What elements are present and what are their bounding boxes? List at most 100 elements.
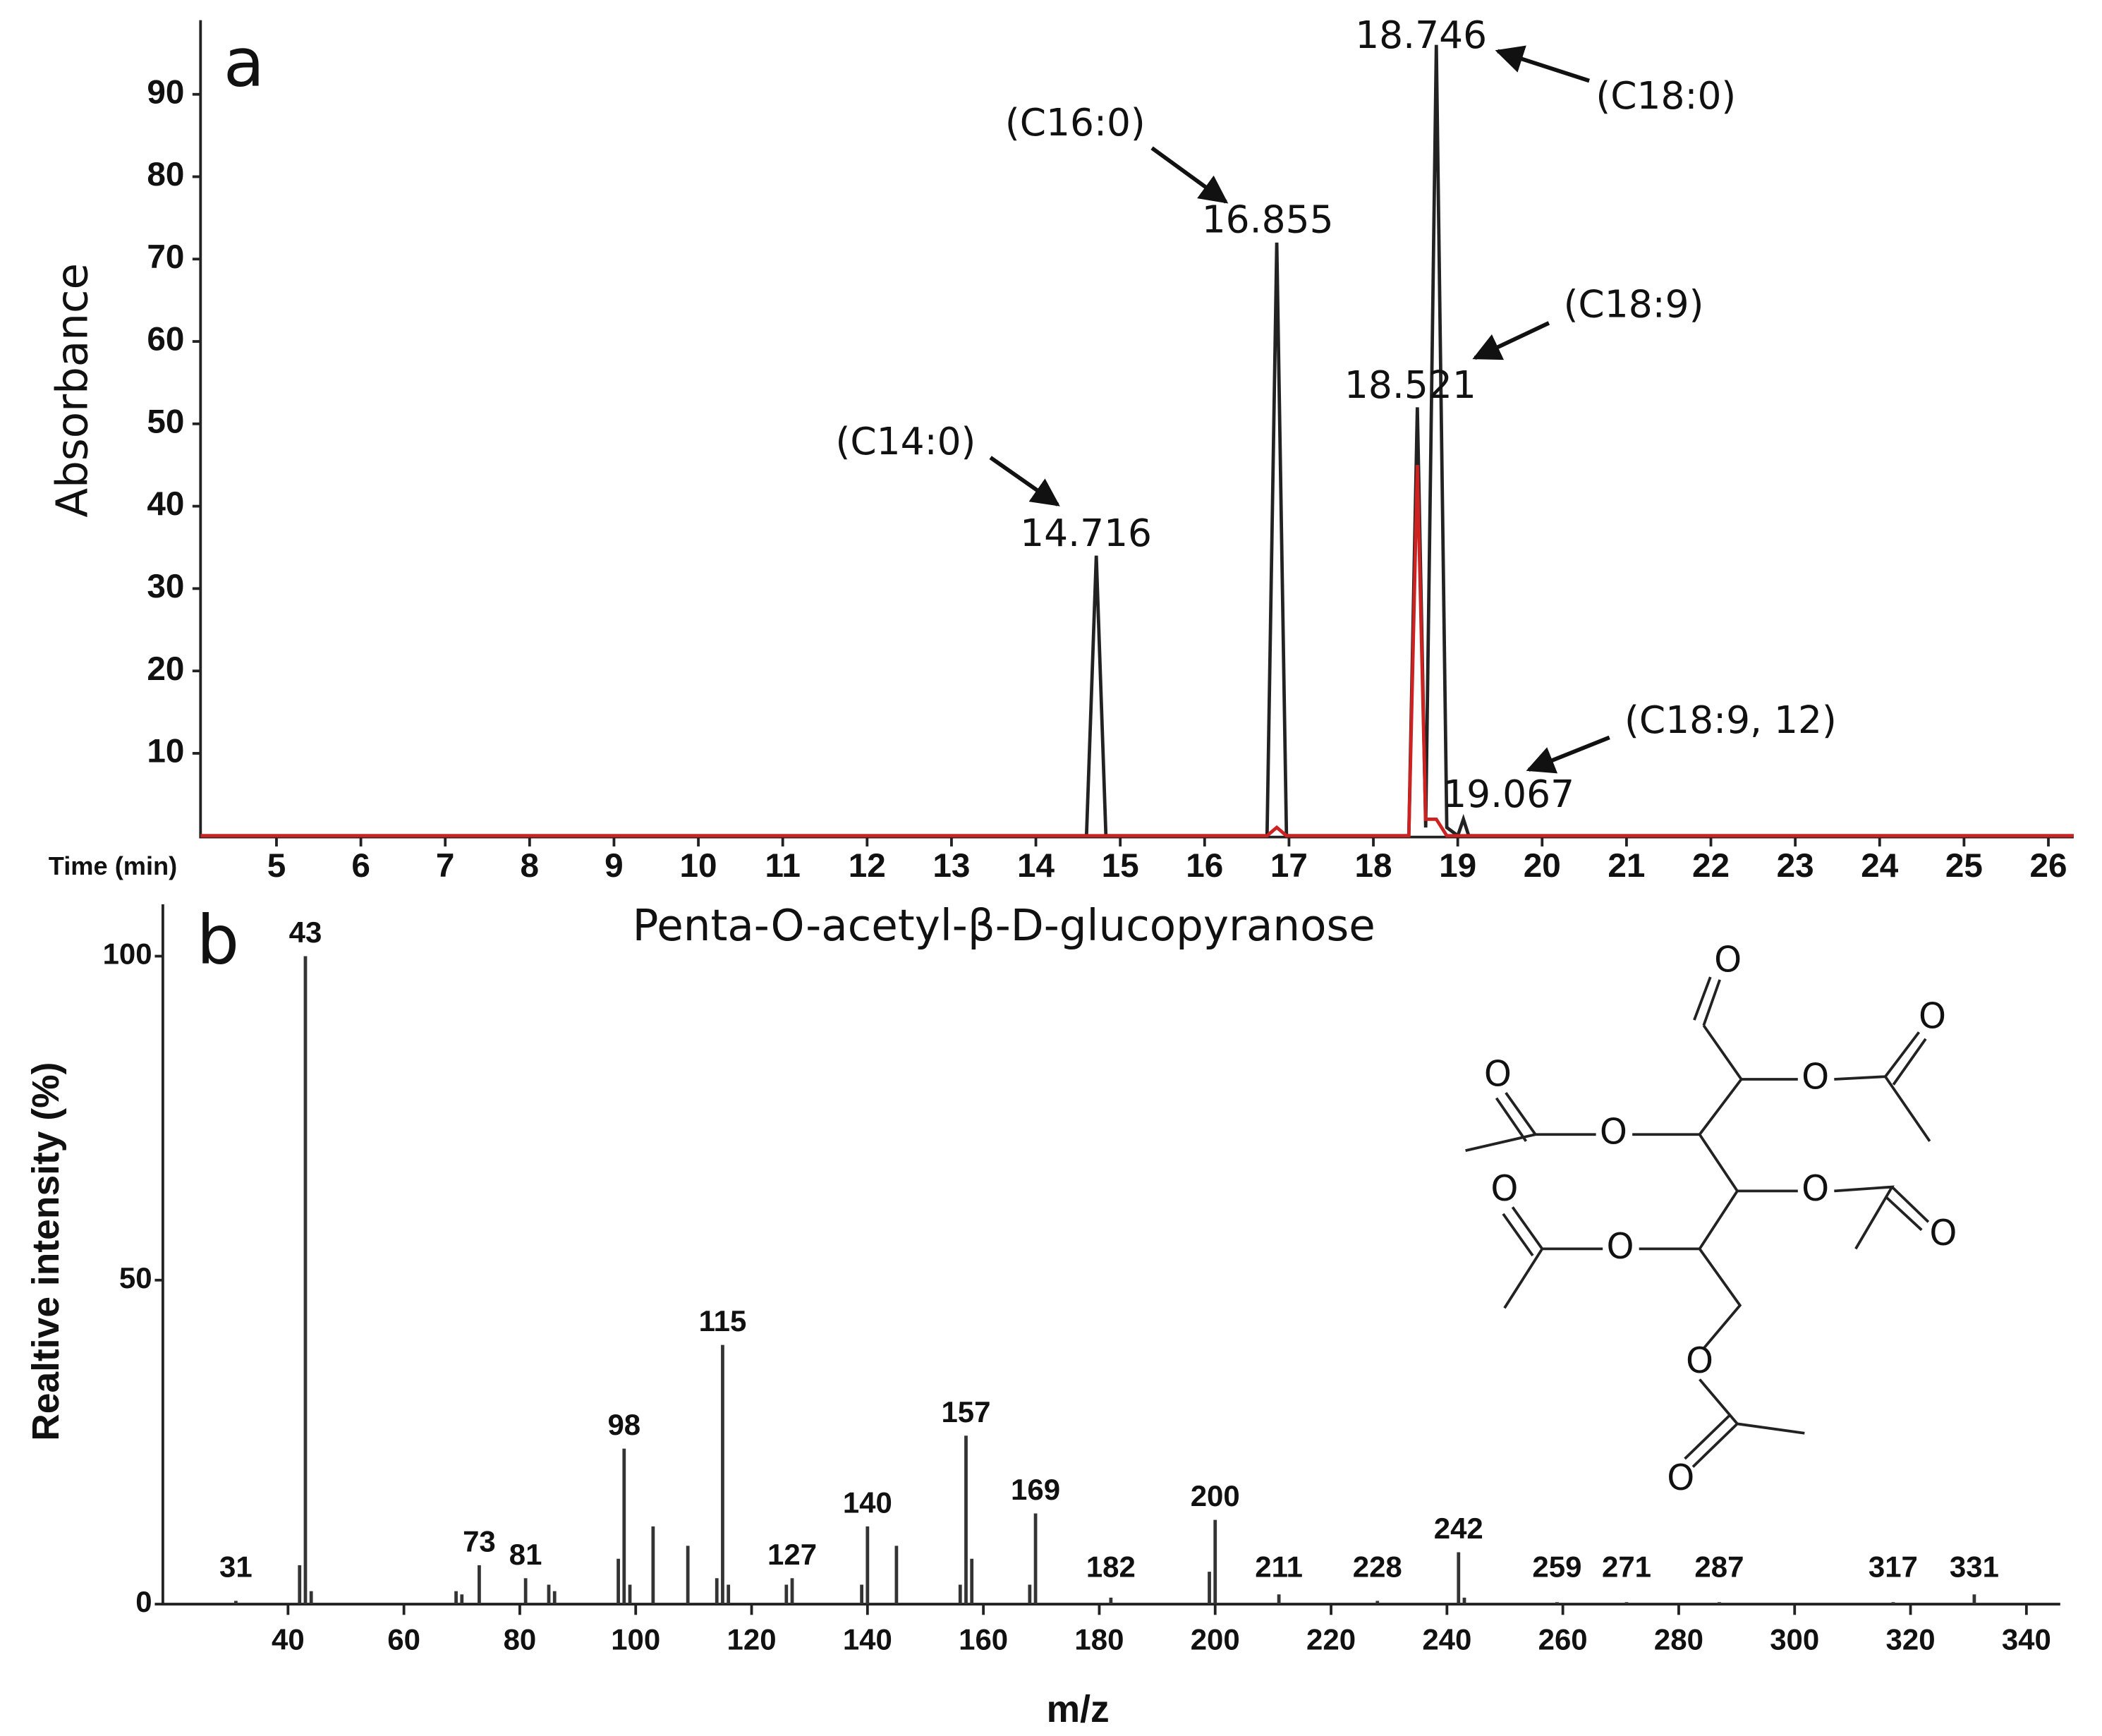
peak-label: 242: [1434, 1512, 1483, 1545]
x-tick-label: 5: [267, 847, 286, 885]
x-tick-label: 9: [605, 847, 624, 885]
annotation: (C16:0): [1005, 100, 1146, 145]
y-axis-label: Realtive intensity (%): [25, 1062, 67, 1441]
x-tick-label: 23: [1777, 847, 1814, 885]
peak-label: 271: [1602, 1550, 1651, 1584]
x-tick-label: 11: [765, 847, 800, 885]
atom-label: O: [1714, 940, 1742, 981]
x-tick-label: 340: [2002, 1623, 2051, 1656]
atom-label: O: [1919, 996, 1946, 1037]
axis-b: [161, 904, 2060, 1606]
arrow: [1472, 321, 1550, 360]
atom-label: O: [1667, 1457, 1694, 1498]
x-axis-label: Time (min): [49, 851, 178, 880]
x-tick-label: 280: [1654, 1623, 1703, 1656]
x-tick-label: 13: [932, 847, 970, 885]
y-tick-label: 10: [147, 733, 184, 770]
arrow: [1526, 735, 1610, 774]
x-tick-label: 200: [1191, 1623, 1240, 1656]
peak-label: 14.716: [1020, 511, 1152, 555]
x-tick-label: 15: [1102, 847, 1139, 885]
x-tick-label: 160: [959, 1623, 1008, 1656]
x-tick-label: 25: [1945, 847, 1983, 885]
y-tick-label: 60: [147, 321, 184, 358]
x-axis-label: m/z: [1047, 1689, 1110, 1730]
annotation: (C18:0): [1596, 73, 1736, 118]
y-tick-label: 50: [147, 403, 184, 440]
trace: [200, 465, 2074, 838]
x-tick-label: 220: [1306, 1623, 1356, 1656]
x-tick-label: 80: [504, 1623, 537, 1656]
peak-label: 31: [219, 1550, 253, 1584]
atom-label: O: [1600, 1112, 1627, 1153]
x-tick-label: 24: [1861, 847, 1899, 885]
x-tick-label: 26: [2029, 847, 2067, 885]
y-tick-label: 100: [103, 937, 152, 971]
peak-label: 331: [1950, 1550, 1999, 1584]
arrow: [989, 456, 1060, 506]
x-tick-label: 300: [1770, 1623, 1819, 1656]
x-tick-label: 120: [727, 1623, 777, 1656]
structure: [1465, 976, 1931, 1468]
x-tick-label: 100: [611, 1623, 660, 1656]
annotation: (C18:9): [1564, 282, 1704, 327]
y-tick-label: 50: [119, 1261, 152, 1294]
peak-label: 211: [1255, 1550, 1303, 1584]
peak-label: 98: [607, 1408, 640, 1441]
atom-label: O: [1606, 1226, 1634, 1267]
x-tick-label: 17: [1270, 847, 1308, 885]
peak-label: 169: [1011, 1473, 1060, 1506]
peak-label: 19.067: [1442, 772, 1574, 816]
peak-label: 287: [1694, 1550, 1744, 1584]
y-tick-label: 0: [135, 1585, 152, 1618]
arrow: [1150, 146, 1229, 204]
chart-title: Penta-O-acetyl-β-D-glucopyranose: [633, 901, 1375, 951]
peak-label: 140: [843, 1486, 892, 1519]
x-tick-label: 6: [351, 847, 370, 885]
x-tick-label: 60: [387, 1623, 420, 1656]
peak-label: 127: [767, 1538, 817, 1571]
atom-label: O: [1686, 1340, 1713, 1381]
x-tick-label: 19: [1439, 847, 1476, 885]
peak-label: 16.855: [1202, 197, 1334, 241]
x-tick-label: 140: [843, 1623, 892, 1656]
peak-label: 115: [699, 1304, 747, 1337]
peak-label: 43: [289, 916, 322, 949]
x-tick-label: 180: [1074, 1623, 1124, 1656]
x-tick-label: 10: [680, 847, 717, 885]
y-tick-label: 80: [147, 156, 184, 193]
peak-label: 157: [941, 1395, 990, 1428]
peak-label: 18.521: [1344, 363, 1476, 407]
x-tick-label: 240: [1422, 1623, 1471, 1656]
x-tick-label: 12: [849, 847, 886, 885]
peak-label: 81: [509, 1538, 542, 1571]
atom-label: O: [1929, 1213, 1957, 1254]
x-tick-label: 8: [521, 847, 540, 885]
peak-label: 259: [1532, 1550, 1581, 1584]
x-tick-label: 22: [1692, 847, 1730, 885]
x-tick-label: 21: [1608, 847, 1645, 885]
x-tick-label: 7: [436, 847, 455, 885]
x-tick-label: 40: [272, 1623, 305, 1656]
peak-label: 182: [1086, 1550, 1136, 1584]
y-tick-label: 30: [147, 568, 184, 605]
y-tick-label: 90: [147, 73, 184, 111]
annotation: (C14:0): [836, 419, 976, 463]
atom-label: O: [1490, 1168, 1518, 1209]
x-tick-label: 18: [1355, 847, 1392, 885]
atom-label: O: [1802, 1168, 1829, 1209]
atom-label: O: [1484, 1054, 1512, 1095]
x-tick-label: 14: [1017, 847, 1055, 885]
x-tick-label: 20: [1524, 847, 1561, 885]
panel-label: b: [197, 902, 240, 980]
y-axis-label: Absorbance: [47, 263, 97, 518]
peak-label: 228: [1353, 1550, 1402, 1584]
arrow: [1495, 45, 1590, 83]
x-tick-label: 260: [1538, 1623, 1588, 1656]
peak-label: 317: [1869, 1550, 1918, 1584]
panel-label: a: [224, 24, 265, 102]
peak-label: 200: [1191, 1479, 1240, 1512]
annotation: (C18:9, 12): [1624, 698, 1837, 742]
